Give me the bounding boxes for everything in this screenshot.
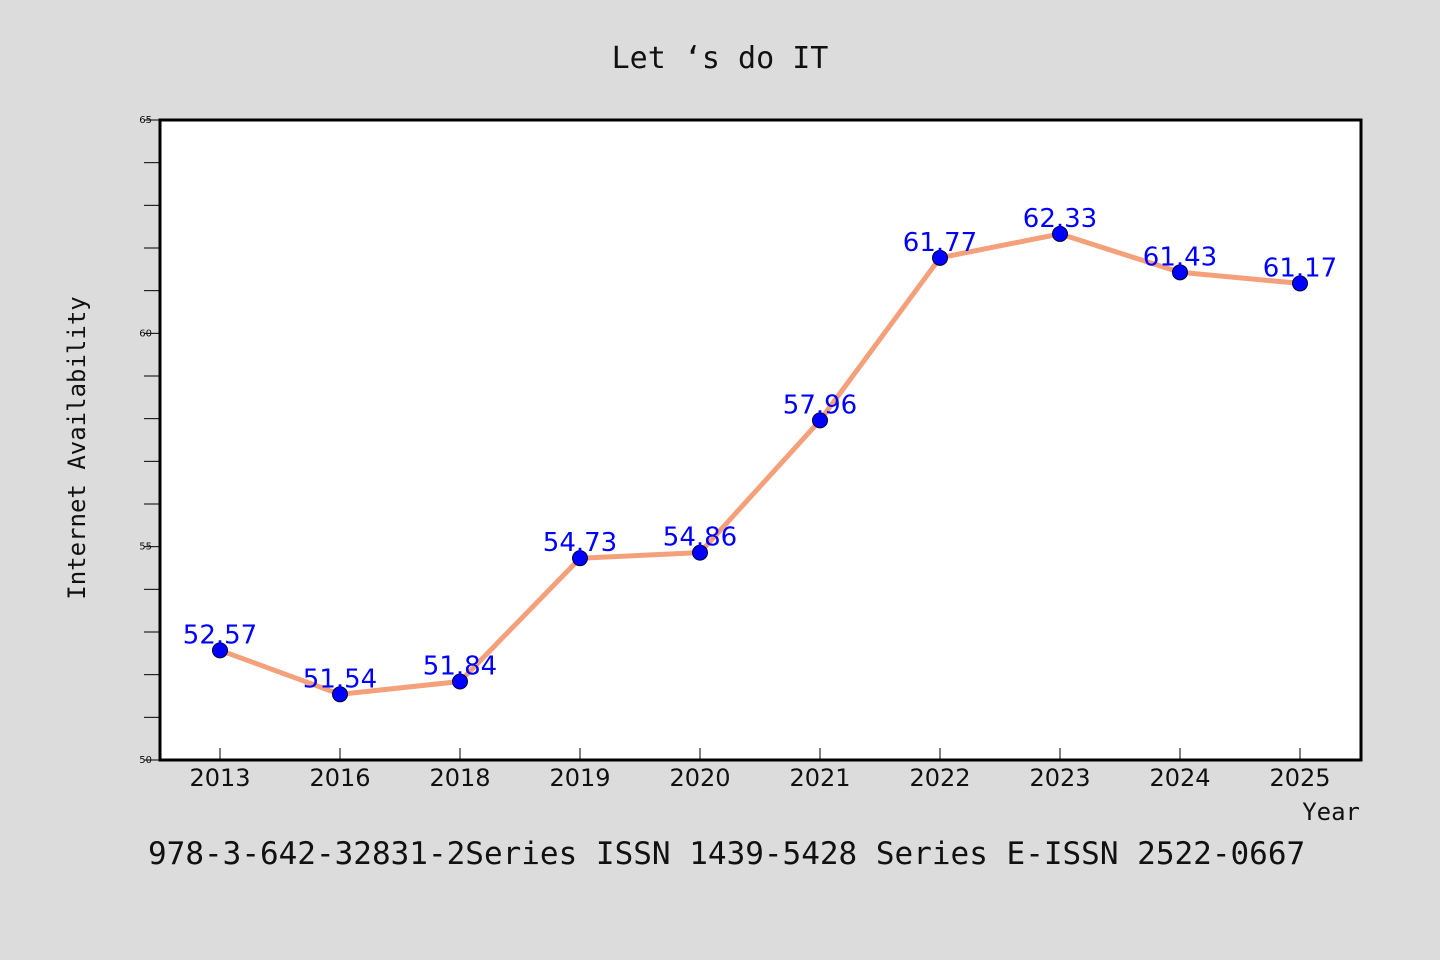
data-point [1172,264,1188,281]
series-markers [212,225,1308,703]
data-label: 52.57 [183,620,257,650]
data-label: 57.96 [783,390,857,420]
data-label: 54.73 [543,528,617,558]
chart-title: Let ‘s do IT [612,41,829,76]
data-point [932,249,948,266]
x-axis: 2013 2016 2018 2019 2020 2021 2022 2023 2024 2025 [189,748,1331,792]
y-tick-label: 60 [139,328,152,339]
data-label: 54.86 [663,523,737,553]
x-axis-title: Year [1302,798,1360,826]
data-point [572,550,588,567]
x-tick-label: 2016 [309,764,370,792]
x-tick-label: 2018 [429,764,490,792]
y-tick-label: 50 [139,755,152,766]
data-point [332,686,348,703]
data-point [812,412,828,429]
x-tick-label: 2019 [549,764,610,792]
data-point [1052,225,1068,242]
data-label: 61.17 [1263,253,1337,283]
y-tick-label: 65 [139,115,152,126]
y-axis-title: Internet Availability [63,296,91,599]
x-tick-label: 2025 [1269,764,1330,792]
data-point [1292,275,1308,292]
data-point [212,642,228,659]
plot-area [158,118,1363,762]
data-label: 51.84 [423,651,497,681]
data-label: 61.43 [1143,242,1217,272]
data-label: 61.77 [903,228,977,258]
x-tick-label: 2013 [189,764,250,792]
footnote: 978-3-642-32831-2Series ISSN 1439-5428 S… [148,836,1305,872]
data-label: 62.33 [1023,204,1097,234]
data-point [452,673,468,690]
x-tick-label: 2021 [789,764,850,792]
y-axis: 50 55 60 65 [139,115,160,766]
x-tick-label: 2022 [909,764,970,792]
x-tick-label: 2020 [669,764,730,792]
data-labels: 52.57 51.54 51.84 54.73 54.86 57.96 61.77 62.33… [183,204,1337,694]
data-label: 51.54 [303,664,377,694]
x-tick-label: 2023 [1029,764,1090,792]
x-tick-label: 2024 [1149,764,1210,792]
series-line [219,231,1301,697]
y-tick-label: 55 [139,542,152,553]
data-point [692,544,708,561]
